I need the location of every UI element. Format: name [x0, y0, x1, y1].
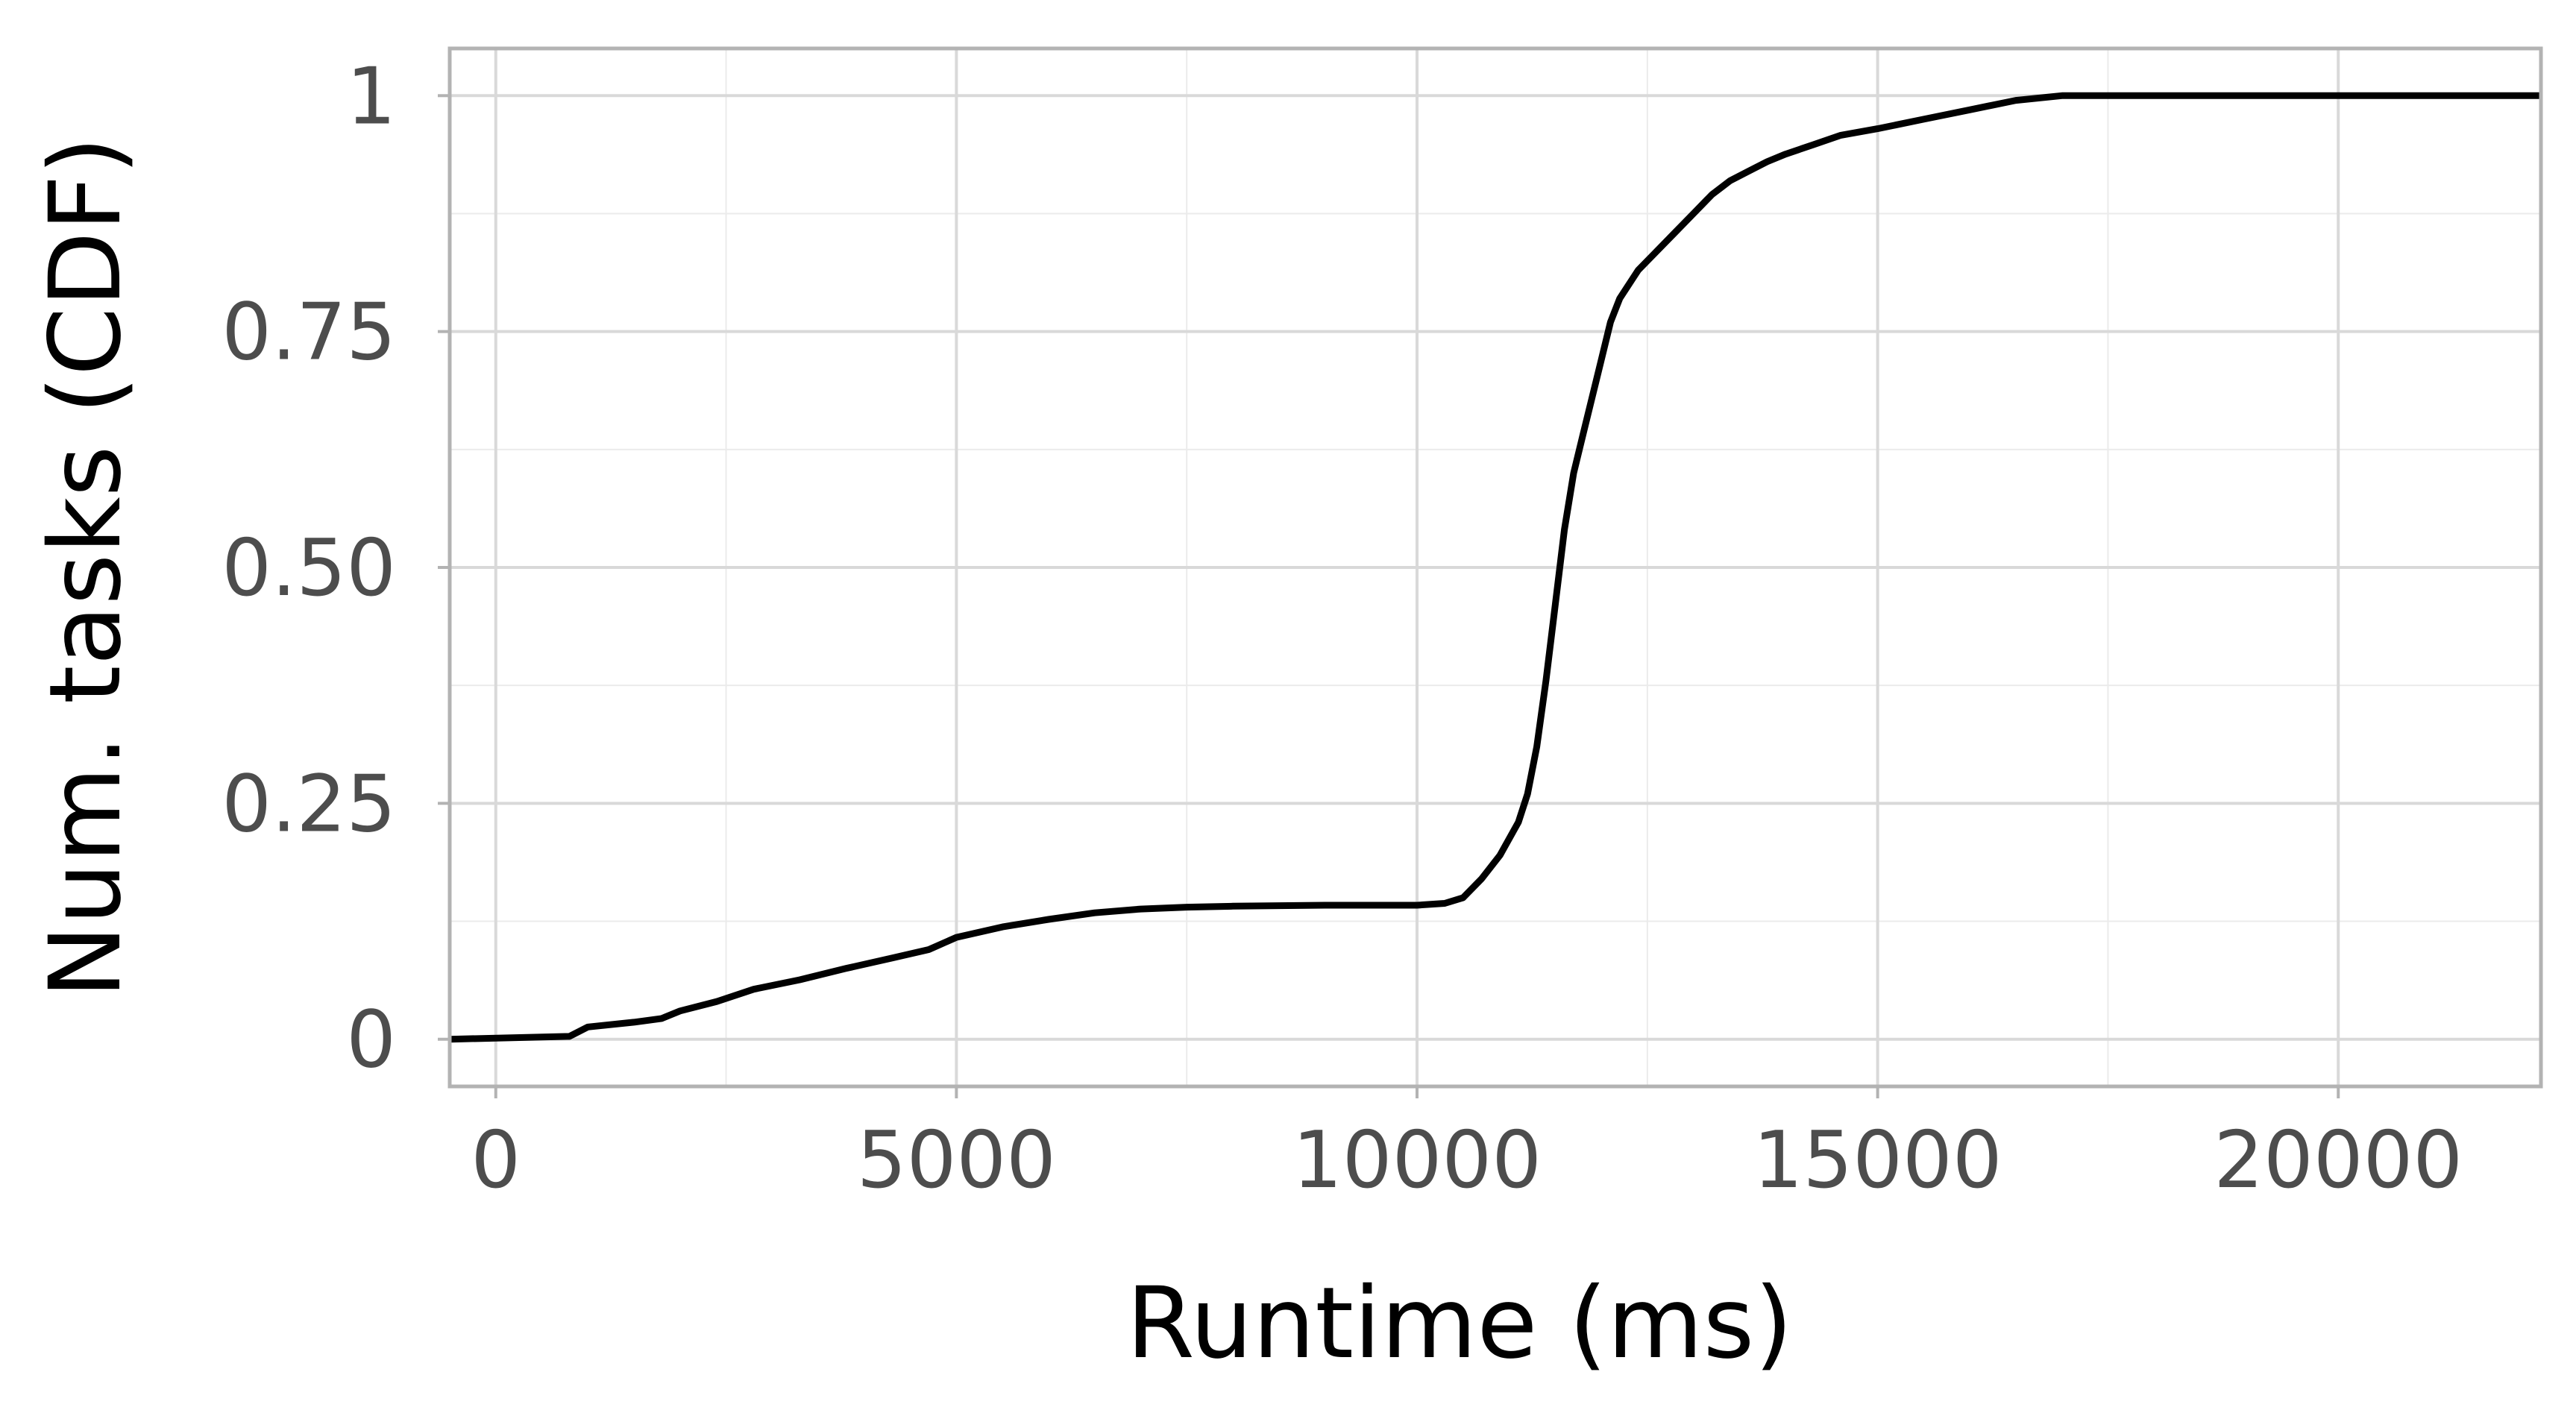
major-gridlines [450, 48, 2541, 1086]
y-tick-label: 0.50 [222, 523, 396, 614]
y-axis: 0 0.25 0.50 0.75 1 [222, 51, 450, 1086]
y-tick-label: 1 [346, 51, 396, 142]
x-axis-title: Runtime (ms) [1126, 1266, 1793, 1381]
x-tick-label: 20000 [2214, 1115, 2463, 1206]
y-tick-label: 0.25 [222, 758, 396, 849]
y-axis-title: Num. tasks (CDF) [28, 136, 143, 998]
x-tick-label: 5000 [857, 1115, 1056, 1206]
x-tick-label: 0 [471, 1115, 521, 1206]
cdf-line [449, 92, 2541, 1043]
x-axis: 0 5000 10000 15000 20000 [471, 1086, 2463, 1206]
y-tick-label: 0 [346, 995, 396, 1086]
y-tick-label: 0.75 [222, 287, 396, 378]
x-tick-label: 10000 [1292, 1115, 1542, 1206]
x-tick-label: 15000 [1753, 1115, 2002, 1206]
series-layer [449, 92, 2541, 1043]
